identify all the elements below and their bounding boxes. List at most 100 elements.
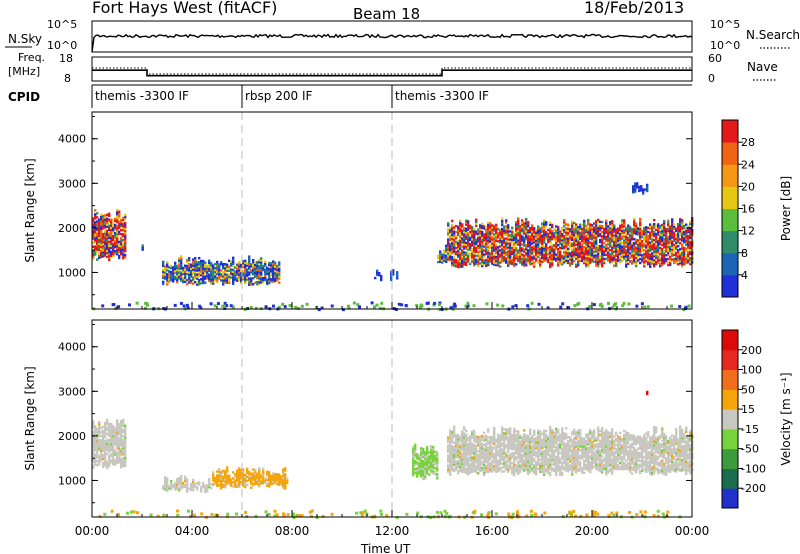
echo-cell: [585, 246, 588, 250]
echo-cell: [449, 227, 452, 230]
echo-cell: [477, 450, 480, 453]
echo-cell: [242, 478, 245, 481]
echo-cell: [114, 235, 117, 239]
echo-cell: [499, 251, 502, 254]
echo-cell: [106, 231, 109, 234]
noise-cell: [501, 304, 505, 308]
echo-cell: [465, 251, 468, 254]
echo-cell: [92, 223, 95, 226]
echo-cell: [465, 263, 468, 266]
echo-cell: [216, 260, 219, 264]
echo-cell: [246, 270, 249, 273]
echo-cell: [579, 231, 582, 234]
noise-cell: [111, 303, 115, 307]
echo-cell: [180, 279, 183, 282]
echo-cell: [178, 265, 181, 268]
echo-cell: [447, 438, 450, 441]
echo-cell: [575, 263, 578, 266]
echo-cell: [515, 466, 518, 469]
echo-cell: [553, 236, 556, 239]
echo-cell: [414, 463, 417, 467]
echo-cell: [170, 276, 173, 280]
echo-cell: [182, 266, 185, 270]
echo-cell: [120, 218, 123, 222]
echo-cell: [681, 223, 684, 226]
echo-cell: [268, 475, 271, 478]
echo-cell: [210, 264, 213, 267]
echo-cell: [286, 477, 289, 480]
echo-cell: [178, 481, 181, 484]
echo-cell: [110, 228, 113, 232]
echo-cell: [525, 466, 528, 469]
echo-cell: [180, 265, 183, 268]
echo-cell: [455, 448, 458, 451]
echo-cell: [222, 479, 225, 482]
echo-cell: [469, 262, 472, 266]
echo-cell: [432, 459, 435, 463]
echo-cell: [465, 255, 468, 258]
echo-cell: [447, 224, 450, 227]
echo-cell: [428, 455, 431, 458]
echo-cell: [100, 249, 103, 253]
beam-title: Beam 18: [353, 5, 420, 23]
echo-cell: [112, 247, 115, 250]
echo-cell: [543, 245, 546, 248]
echo-cell: [432, 457, 435, 461]
echo-cell: [489, 244, 492, 247]
echo-cell: [517, 217, 520, 220]
echo-cell: [471, 448, 474, 451]
echo-cell: [629, 230, 632, 233]
echo-cell: [547, 248, 550, 252]
echo-cell: [535, 251, 538, 254]
echo-cell: [511, 448, 514, 451]
echo-cell: [537, 227, 540, 230]
echo-cell: [685, 253, 688, 256]
echo-cell: [92, 245, 95, 248]
echo-cell: [122, 246, 125, 250]
echo-cell: [539, 247, 542, 250]
echo-cell: [260, 277, 263, 280]
noise-cell: [272, 304, 275, 308]
echo-cell: [489, 462, 492, 465]
echo-cell: [218, 470, 221, 473]
echo-cell: [114, 459, 117, 462]
echo-cell: [106, 462, 109, 466]
echo-cell: [689, 256, 692, 260]
echo-cell: [631, 238, 634, 241]
echo-cell: [256, 482, 259, 485]
echo-cell: [593, 248, 596, 251]
echo-cell: [521, 227, 524, 230]
echo-cell: [168, 278, 171, 281]
echo-cell: [519, 225, 522, 228]
echo-cell: [567, 229, 570, 232]
echo-cell: [98, 439, 101, 442]
echo-cell: [106, 442, 109, 446]
echo-cell: [495, 452, 498, 455]
echo-cell: [96, 246, 99, 249]
echo-cell: [200, 278, 203, 281]
echo-cell: [653, 249, 656, 252]
echo-cell: [118, 427, 121, 430]
echo-cell: [449, 465, 452, 468]
echo-cell: [635, 222, 638, 226]
echo-cell: [655, 248, 658, 252]
echo-cell: [497, 449, 500, 453]
echo-cell: [264, 276, 267, 279]
echo-cell: [641, 248, 644, 251]
echo-cell: [487, 223, 490, 227]
echo-cell: [487, 259, 490, 263]
echo-cell: [671, 248, 674, 251]
echo-cell: [555, 245, 558, 248]
echo-cell: [98, 248, 101, 251]
echo-cell: [643, 232, 646, 236]
echo-cell: [192, 480, 195, 484]
echo-cell: [481, 264, 484, 268]
echo-cell: [412, 457, 415, 461]
echo-cell: [102, 455, 105, 459]
echo-cell: [112, 425, 115, 428]
echo-cell: [94, 425, 97, 428]
echo-cell: [463, 432, 466, 435]
echo-cell: [613, 242, 616, 245]
echo-cell: [487, 261, 490, 265]
echo-cell: [188, 267, 191, 270]
